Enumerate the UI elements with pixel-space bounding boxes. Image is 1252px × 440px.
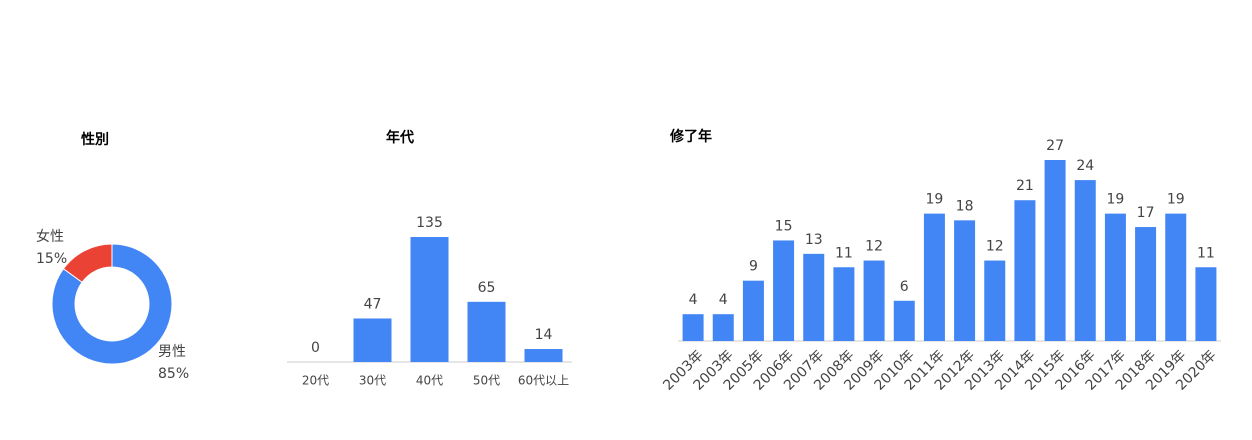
value-label: 12 xyxy=(865,239,883,255)
bar xyxy=(1014,200,1036,341)
bar xyxy=(1044,160,1066,341)
value-label: 18 xyxy=(956,198,974,214)
value-label: 14 xyxy=(535,327,553,343)
value-label: 135 xyxy=(416,215,443,231)
value-label: 65 xyxy=(478,280,496,296)
x-tick-label: 20代 xyxy=(302,374,329,388)
bar xyxy=(773,240,795,341)
bar xyxy=(803,253,825,341)
slice-label: 男性 xyxy=(158,344,186,360)
value-label: 19 xyxy=(1107,192,1125,208)
pie-slice xyxy=(51,243,173,365)
value-label: 27 xyxy=(1046,138,1064,154)
value-label: 12 xyxy=(986,239,1004,255)
bar xyxy=(410,237,449,362)
value-label: 19 xyxy=(926,192,944,208)
value-label: 15 xyxy=(775,218,793,234)
bar xyxy=(1195,267,1217,341)
bar xyxy=(923,213,945,341)
bar xyxy=(954,220,976,341)
value-label: 24 xyxy=(1076,158,1094,174)
slice-value: 85% xyxy=(158,366,189,382)
value-label: 11 xyxy=(1197,245,1215,261)
bar xyxy=(1135,227,1157,341)
value-label: 4 xyxy=(689,292,698,308)
bar xyxy=(712,314,734,341)
bar xyxy=(833,267,855,341)
bar xyxy=(984,260,1006,341)
bar xyxy=(1074,180,1096,341)
bar xyxy=(467,301,506,362)
value-label: 4 xyxy=(719,292,728,308)
x-tick-label: 50代 xyxy=(473,374,500,388)
bar xyxy=(863,260,885,341)
pie-slice xyxy=(62,243,113,283)
value-label: 0 xyxy=(311,340,320,356)
chart-title: 修了年 xyxy=(669,128,712,145)
chart-title: 性別 xyxy=(81,131,109,148)
value-label: 21 xyxy=(1016,178,1034,194)
value-label: 6 xyxy=(900,279,909,295)
x-tick-label: 30代 xyxy=(359,374,386,388)
value-label: 19 xyxy=(1167,192,1185,208)
value-label: 9 xyxy=(749,259,758,275)
x-tick-label: 40代 xyxy=(416,374,443,388)
slice-label: 女性 xyxy=(36,228,64,245)
value-label: 17 xyxy=(1137,205,1155,221)
value-label: 47 xyxy=(364,296,382,312)
bar xyxy=(1104,213,1126,341)
bar xyxy=(1165,213,1187,341)
bar xyxy=(524,349,563,362)
slice-value: 15% xyxy=(36,251,67,267)
bar xyxy=(682,314,704,341)
bar xyxy=(353,318,392,362)
bar xyxy=(893,300,915,341)
value-label: 11 xyxy=(835,245,853,261)
bar xyxy=(742,280,764,341)
value-label: 13 xyxy=(805,232,823,248)
x-tick-label: 60代以上 xyxy=(518,374,569,388)
chart-title: 年代 xyxy=(386,129,414,146)
